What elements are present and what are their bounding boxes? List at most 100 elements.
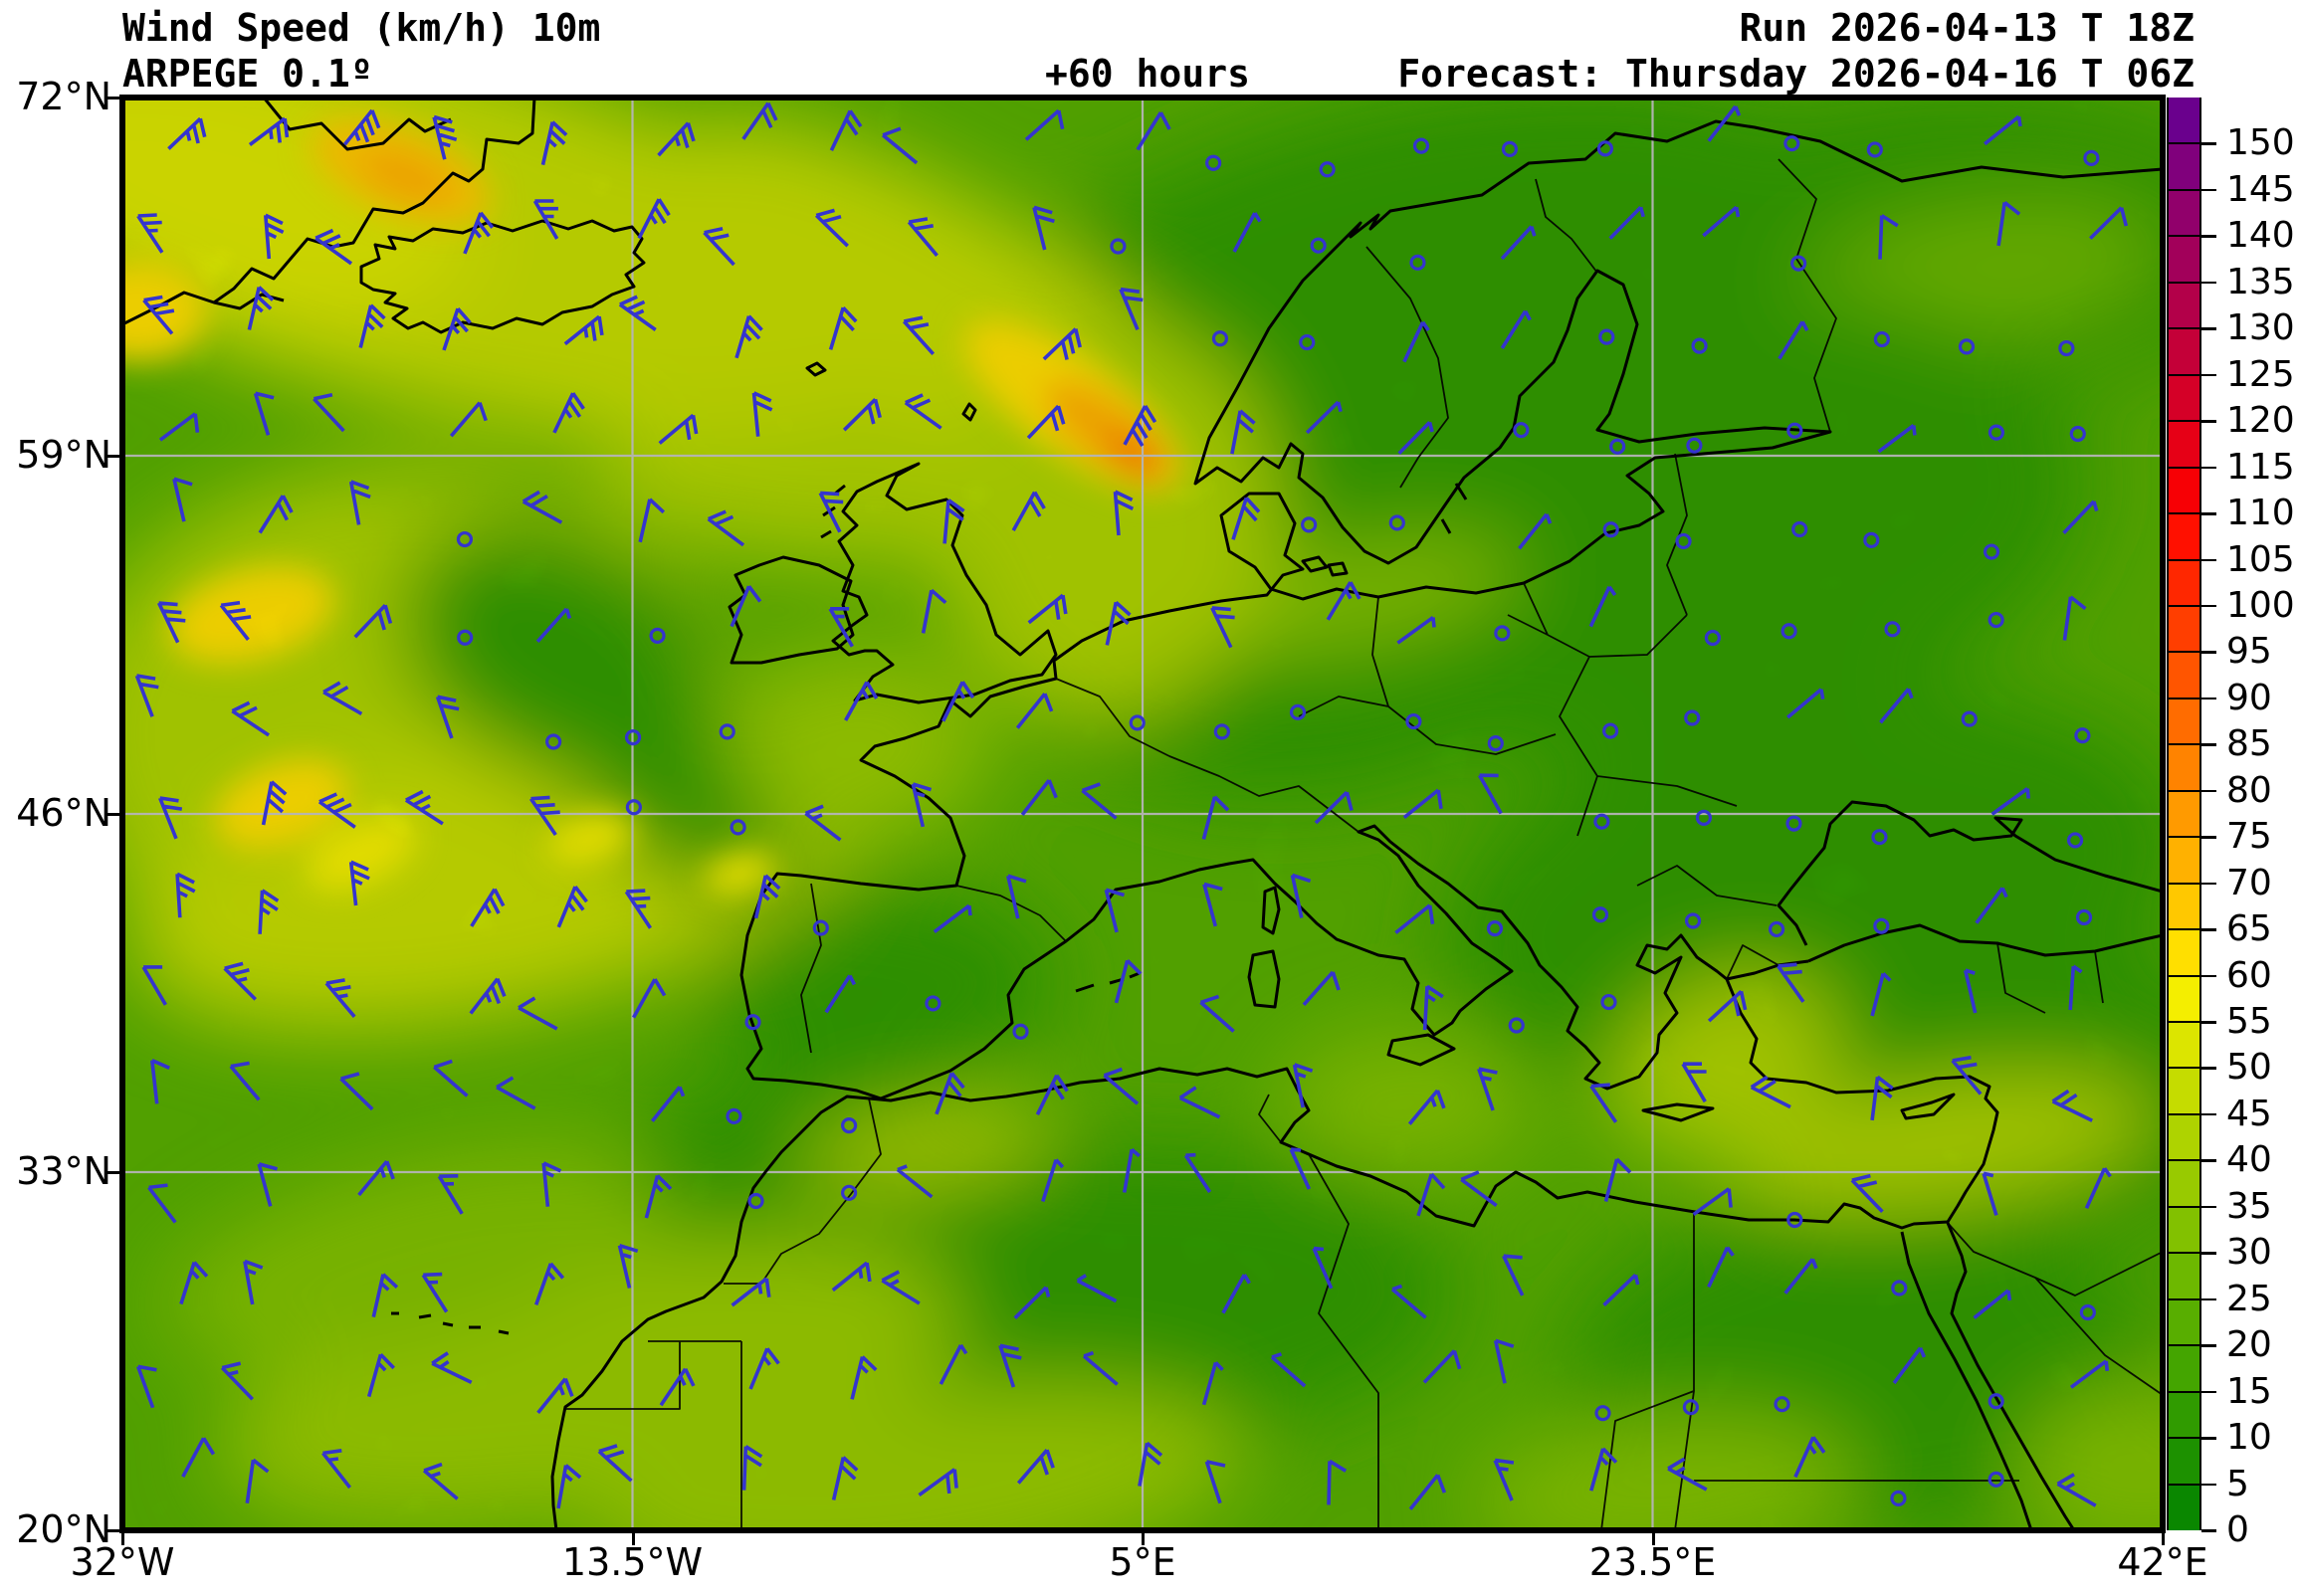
colorbar-tick-mark <box>2201 142 2216 145</box>
colorbar-segment <box>2169 559 2199 607</box>
colorbar-separator <box>2167 281 2201 284</box>
lon-tick-label: 5°E <box>1109 1540 1176 1584</box>
colorbar-segment <box>2169 421 2199 469</box>
colorbar-separator <box>2167 604 2201 607</box>
colorbar-tick-label: 25 <box>2226 1278 2272 1319</box>
colorbar-tick-mark <box>2201 1297 2216 1301</box>
colorbar-tick-mark <box>2201 836 2216 839</box>
colorbar-separator <box>2167 142 2201 145</box>
colorbar-tick-label: 80 <box>2226 769 2272 811</box>
wind-speed-map <box>122 98 2163 1530</box>
colorbar-tick-mark <box>2201 697 2216 700</box>
lat-tick-mark <box>105 97 122 100</box>
colorbar-separator <box>2167 1159 2201 1162</box>
map-border-frame <box>122 98 2163 1530</box>
colorbar-separator <box>2167 1297 2201 1300</box>
run-label: Run 2026-04-13 T 18Z <box>1739 6 2195 50</box>
colorbar-separator <box>2167 420 2201 423</box>
colorbar-tick-label: 95 <box>2226 631 2272 673</box>
lon-tick-label: 32°W <box>70 1540 175 1584</box>
colorbar-tick-label: 35 <box>2226 1185 2272 1227</box>
colorbar-tick-label: 50 <box>2226 1047 2272 1089</box>
colorbar-separator <box>2167 1067 2201 1070</box>
colorbar-separator <box>2167 1205 2201 1208</box>
colorbar-tick-label: 40 <box>2226 1139 2272 1181</box>
colorbar-segment <box>2169 790 2199 838</box>
lon-tick-mark <box>631 1530 635 1545</box>
colorbar-segment <box>2169 282 2199 329</box>
colorbar-separator <box>2167 1252 2201 1255</box>
colorbar-tick-label: 110 <box>2226 493 2295 534</box>
colorbar-tick-mark <box>2201 466 2216 470</box>
colorbar-tick-label: 145 <box>2226 168 2295 210</box>
colorbar-separator <box>2167 743 2201 746</box>
colorbar-separator <box>2167 1437 2201 1440</box>
colorbar-tick-mark <box>2201 188 2216 192</box>
lat-tick-mark <box>105 1529 122 1532</box>
colorbar-tick-label: 105 <box>2226 538 2295 580</box>
colorbar-separator <box>2167 836 2201 839</box>
lon-tick-label: 23.5°E <box>1588 1540 1717 1584</box>
colorbar-tick-mark <box>2201 604 2216 608</box>
model-label: ARPEGE 0.1º <box>122 52 373 96</box>
colorbar-segment <box>2169 328 2199 376</box>
colorbar-segment <box>2169 698 2199 745</box>
lat-tick-label: 20°N <box>16 1507 111 1551</box>
colorbar-separator <box>2167 882 2201 885</box>
colorbar-segment <box>2169 1345 2199 1393</box>
colorbar-separator <box>2167 327 2201 330</box>
lon-tick-mark <box>1142 1530 1145 1545</box>
colorbar-tick-mark <box>2201 281 2216 285</box>
colorbar-tick-mark <box>2201 1529 2216 1532</box>
colorbar-tick-label: 20 <box>2226 1324 2272 1366</box>
colorbar-separator <box>2167 1112 2201 1115</box>
chart-title: Wind Speed (km/h) 10m <box>122 6 601 50</box>
colorbar-tick-label: 15 <box>2226 1370 2272 1412</box>
graticule-gridlines <box>122 98 2163 1530</box>
colorbar-segment <box>2169 189 2199 237</box>
colorbar-segment <box>2169 1113 2199 1161</box>
colorbar-separator <box>2167 789 2201 792</box>
colorbar-tick-label: 115 <box>2226 446 2295 488</box>
colorbar-segment <box>2169 1253 2199 1300</box>
colorbar-segment <box>2169 98 2199 144</box>
colorbar-segment <box>2169 744 2199 792</box>
colorbar-tick-mark <box>2201 235 2216 238</box>
colorbar-tick-label: 120 <box>2226 400 2295 442</box>
colorbar-separator <box>2167 558 2201 561</box>
colorbar-segment <box>2169 883 2199 930</box>
colorbar-tick-mark <box>2201 789 2216 793</box>
colorbar-tick-label: 125 <box>2226 353 2295 395</box>
colorbar-tick-mark <box>2201 1159 2216 1162</box>
colorbar-tick-mark <box>2201 974 2216 978</box>
colorbar-segment <box>2169 467 2199 514</box>
colorbar-tick-label: 130 <box>2226 307 2295 349</box>
colorbar-tick-mark <box>2201 558 2216 562</box>
colorbar-tick-label: 100 <box>2226 584 2295 626</box>
forecast-valid-label: Forecast: Thursday 2026-04-16 T 06Z <box>1397 52 2195 96</box>
colorbar-tick-label: 5 <box>2226 1463 2249 1504</box>
colorbar-separator <box>2167 235 2201 238</box>
colorbar-tick-label: 65 <box>2226 908 2272 950</box>
colorbar-segment <box>2169 1206 2199 1254</box>
colorbar-separator <box>2167 1344 2201 1347</box>
colorbar-tick-mark <box>2201 1483 2216 1487</box>
colorbar-tick-mark <box>2201 1067 2216 1070</box>
colorbar-segment <box>2169 513 2199 560</box>
colorbar-tick-mark <box>2201 1021 2216 1024</box>
colorbar-tick-mark <box>2201 512 2216 515</box>
colorbar-tick-label: 85 <box>2226 723 2272 765</box>
colorbar-tick-label: 55 <box>2226 1001 2272 1043</box>
colorbar-segment <box>2169 605 2199 653</box>
map-canvas <box>122 98 2163 1530</box>
lon-tick-mark <box>2162 1530 2165 1545</box>
colorbar-tick-mark <box>2201 327 2216 330</box>
colorbar-segment <box>2169 652 2199 699</box>
colorbar-tick-mark <box>2201 1344 2216 1347</box>
colorbar-tick-mark <box>2201 1437 2216 1440</box>
colorbar-segment <box>2169 975 2199 1023</box>
lead-time-label: +60 hours <box>1045 52 1250 96</box>
lon-tick-mark <box>1651 1530 1655 1545</box>
colorbar-segment <box>2169 837 2199 885</box>
